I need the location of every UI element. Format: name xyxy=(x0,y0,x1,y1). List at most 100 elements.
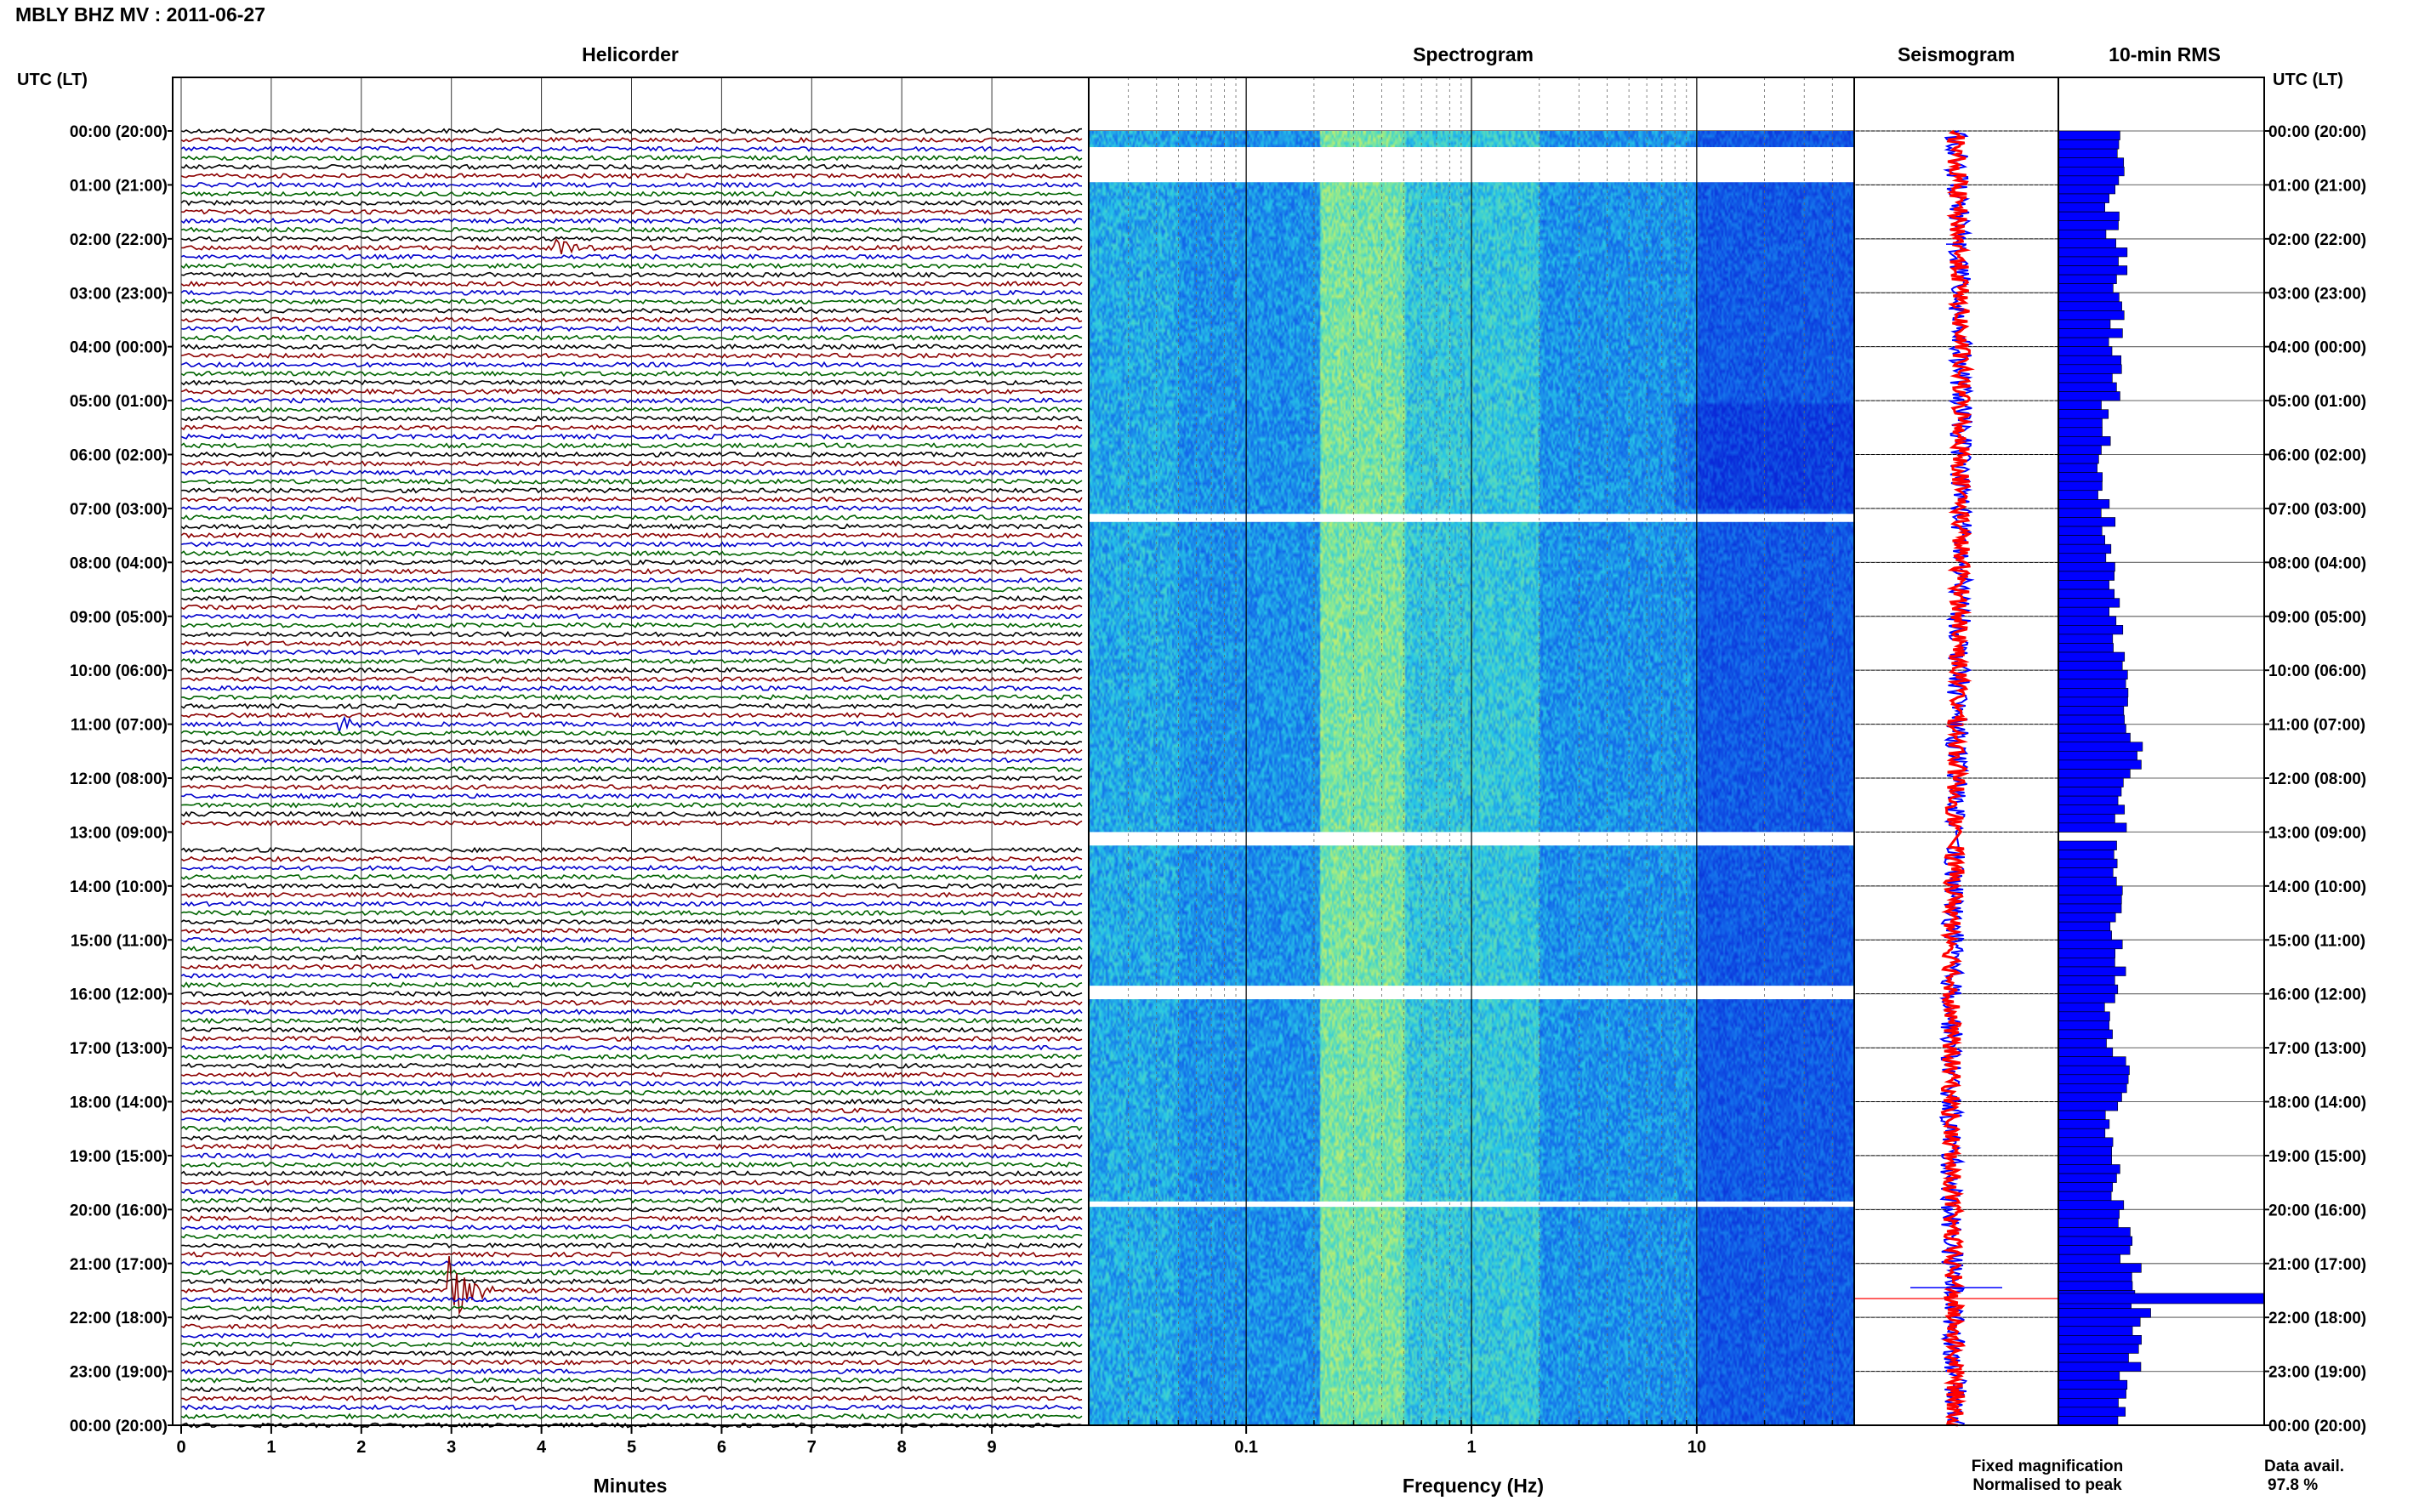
rms-bar xyxy=(2058,328,2123,338)
legend-normalised-to-peak: Normalised to peak xyxy=(1972,1476,2122,1494)
helicorder-xlabel: Minutes xyxy=(594,1475,668,1497)
helicorder-x-tick-label: 2 xyxy=(356,1438,366,1457)
helicorder-time-label: 17:00 (13:00) xyxy=(70,1040,168,1058)
rms-bar xyxy=(2058,1353,2129,1363)
seismogram-title: Seismogram xyxy=(1898,43,2015,65)
rms-bar xyxy=(2058,1272,2132,1282)
helicorder-time-labels: 00:00 (20:00) 01:00 (21:00) 02:00 (22:00) 0… xyxy=(70,123,173,1435)
rms-title: 10-min RMS xyxy=(2109,43,2221,65)
helicorder-time-label: 15:00 (11:00) xyxy=(71,932,168,950)
right-time-label: 10:00 (06:00) xyxy=(2268,662,2366,680)
rms-bar xyxy=(2058,1218,2119,1228)
right-time-label: 20:00 (16:00) xyxy=(2268,1202,2366,1219)
rms-bar xyxy=(2058,1155,2112,1165)
rms-bar xyxy=(2058,993,2115,1003)
rms-bar xyxy=(2058,391,2120,401)
right-time-label: 05:00 (01:00) xyxy=(2268,393,2366,411)
helicorder-x-tick-label: 1 xyxy=(266,1438,276,1457)
rms-frame xyxy=(2058,77,2265,1426)
rms-bar xyxy=(2058,418,2103,429)
rms-bar xyxy=(2058,1200,2125,1210)
helicorder-title: Helicorder xyxy=(582,43,679,65)
helicorder-time-label: 05:00 (01:00) xyxy=(70,393,168,411)
rms-bar xyxy=(2058,562,2115,572)
rms-bar xyxy=(2058,1281,2133,1291)
rms-bar xyxy=(2058,895,2122,905)
rms-bar xyxy=(2058,1227,2131,1237)
helicorder-time-label: 21:00 (17:00) xyxy=(70,1256,168,1274)
rms-bar xyxy=(2058,858,2118,868)
rms-bar xyxy=(2058,373,2113,384)
rms-bar xyxy=(2058,1038,2107,1049)
right-time-label: 21:00 (17:00) xyxy=(2268,1256,2366,1274)
seismogram-panel: Seismogram Fixed magnification Normalise… xyxy=(1853,43,2123,1494)
rms-bar xyxy=(2058,1344,2139,1354)
spectrogram-title: Spectrogram xyxy=(1413,43,1534,65)
rms-bar xyxy=(2058,427,2103,437)
helicorder-x-tick-label: 4 xyxy=(537,1438,547,1457)
rms-bar xyxy=(2058,220,2119,230)
rms-bar xyxy=(2058,975,2115,986)
rms-bar xyxy=(2058,499,2110,509)
rms-bar xyxy=(2058,1245,2131,1255)
rms-bar xyxy=(2058,598,2120,608)
spectrogram-xlabel: Frequency (Hz) xyxy=(1403,1475,1544,1497)
spectrogram-x-tick-label: 10 xyxy=(1688,1438,1706,1457)
helicorder-x-tick-label: 9 xyxy=(988,1438,997,1457)
spectrogram-x-tick-label: 1 xyxy=(1466,1438,1476,1457)
rms-bar xyxy=(2058,850,2114,860)
helicorder-time-label: 10:00 (06:00) xyxy=(70,662,168,680)
helicorder-frame xyxy=(172,77,1090,1426)
rms-bar xyxy=(2058,795,2119,806)
rms-bar xyxy=(2058,984,2119,994)
rms-bar xyxy=(2058,867,2114,878)
rms-bar xyxy=(2058,777,2124,787)
rms-bar xyxy=(2058,211,2120,221)
rms-bar xyxy=(2058,634,2114,644)
rms-bar xyxy=(2058,400,2102,410)
helicorder-time-label: 09:00 (05:00) xyxy=(70,609,168,627)
rms-bar xyxy=(2058,535,2105,545)
right-time-label: 07:00 (03:00) xyxy=(2268,501,2366,519)
rms-bar xyxy=(2058,148,2118,159)
rms-bar xyxy=(2058,742,2143,752)
right-time-label: 12:00 (08:00) xyxy=(2268,770,2366,788)
helicorder-x-tick-label: 5 xyxy=(627,1438,636,1457)
rms-bar xyxy=(2058,679,2126,689)
helicorder-time-label: 14:00 (10:00) xyxy=(70,878,168,896)
spectrogram-panel: Spectrogram 0.1 1 10 Frequency (Hz) xyxy=(1088,43,1855,1497)
rms-bar xyxy=(2058,948,2115,958)
right-time-label: 01:00 (21:00) xyxy=(2268,177,2366,195)
rms-bar xyxy=(2058,769,2131,779)
rms-bar xyxy=(2058,1128,2106,1139)
rms-bar xyxy=(2058,1083,2127,1094)
rms-bar xyxy=(2058,1029,2113,1039)
rms-bar xyxy=(2058,454,2099,464)
rms-bar xyxy=(2058,966,2126,976)
data-avail-label: Data avail. xyxy=(2264,1458,2344,1475)
rms-bar xyxy=(2058,292,2120,303)
rms-bar xyxy=(2058,175,2120,185)
helicorder-time-label: 00:00 (20:00) xyxy=(70,123,168,141)
rms-bar xyxy=(2058,750,2137,761)
helicorder-time-label: 20:00 (16:00) xyxy=(70,1202,168,1219)
rms-bar xyxy=(2058,1002,2105,1013)
helicorder-time-label: 16:00 (12:00) xyxy=(70,986,168,1004)
rms-bar xyxy=(2058,903,2122,913)
rms-bar xyxy=(2058,616,2117,626)
right-time-label: 02:00 (22:00) xyxy=(2268,231,2366,249)
rms-bar xyxy=(2058,732,2131,743)
rms-bar xyxy=(2058,714,2125,725)
rms-bar xyxy=(2058,1361,2142,1372)
rms-bar xyxy=(2058,840,2117,850)
rms-bar xyxy=(2058,930,2112,941)
rms-bar xyxy=(2058,1308,2151,1318)
helicorder-time-label: 23:00 (19:00) xyxy=(70,1364,168,1382)
rms-bar xyxy=(2058,202,2105,213)
rms-bar xyxy=(2058,1092,2122,1102)
rms-bar xyxy=(2058,1335,2142,1345)
rms-peak-bar xyxy=(2058,1293,2265,1305)
rms-bar xyxy=(2058,409,2109,419)
rms-bar xyxy=(2058,265,2128,276)
rms-bar xyxy=(2058,1209,2120,1219)
